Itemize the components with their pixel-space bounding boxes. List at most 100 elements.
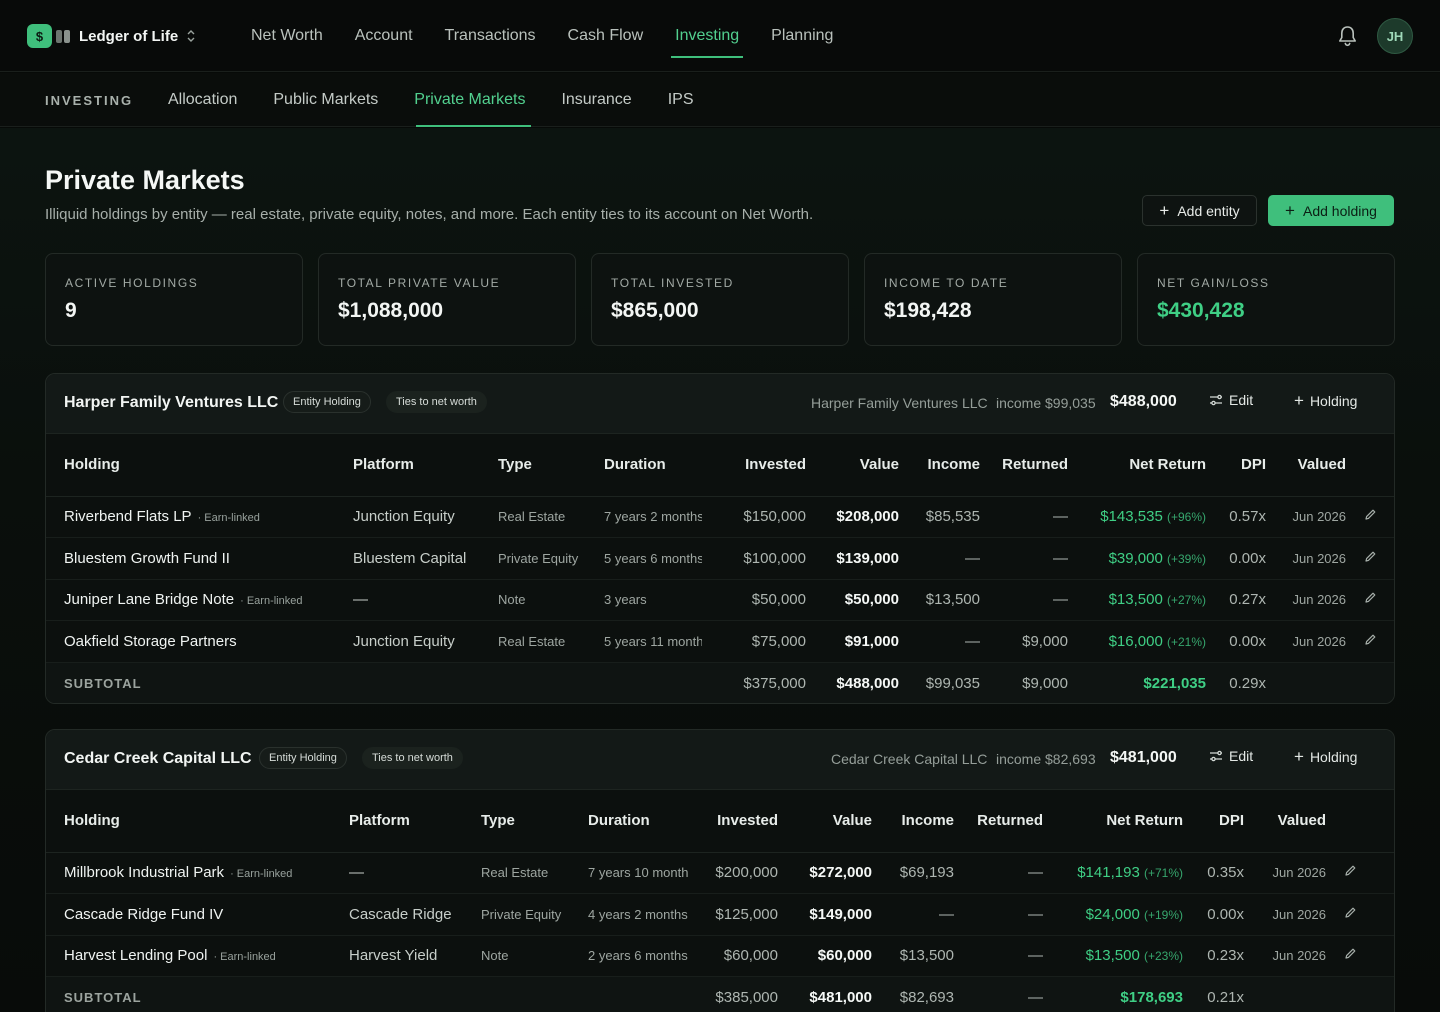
entity-holding-chip: Entity Holding [283,391,371,413]
pencil-icon[interactable] [1364,633,1377,646]
income-cell: $69,193 [872,852,954,894]
income-cell: — [899,620,980,663]
pencil-icon[interactable] [1364,508,1377,521]
holding-cell[interactable]: Riverbend Flats LP · Earn-linked [46,496,335,538]
col-value[interactable]: Value [778,790,872,853]
avatar[interactable]: JH [1377,18,1413,54]
main-nav: Net Worth Account Transactions Cash Flow… [235,0,849,72]
dpi-cell: 0.35x [1183,852,1244,894]
nav-transactions[interactable]: Transactions [444,27,536,44]
returned-cell: — [980,537,1068,580]
nav-investing[interactable]: Investing [659,0,755,72]
holding-cell[interactable]: Bluestem Growth Fund II [46,537,335,580]
holding-label: Holding [1309,748,1358,765]
holding-cell[interactable]: Harvest Lending Pool · Earn-linked [46,935,331,977]
add-holding-button[interactable]: + Add holding [1268,195,1394,226]
returned-cell: — [954,893,1043,936]
col-platform[interactable]: Platform [331,790,463,853]
col-duration[interactable]: Duration [570,790,688,853]
table-row[interactable]: Oakfield Storage Partners Junction Equit… [46,620,1394,663]
col-net-return[interactable]: Net Return [1043,790,1183,853]
logo-bar-icon [56,29,62,43]
tab-private-markets[interactable]: Private Markets [396,73,543,127]
tab-ips[interactable]: IPS [667,91,694,108]
pencil-icon[interactable] [1364,550,1377,563]
income-cell: $85,535 [899,496,980,538]
holding-cell[interactable]: Oakfield Storage Partners [46,620,335,663]
table-row[interactable]: Cascade Ridge Fund IV Cascade Ridge Priv… [46,893,1394,936]
net-return-pct: (+96%) [1166,510,1206,525]
holding-cell[interactable]: Millbrook Industrial Park · Earn-linked [46,852,331,894]
col-dpi[interactable]: DPI [1183,790,1244,853]
subtotal-label: SUBTOTAL [46,662,335,703]
dpi-cell: 0.57x [1206,496,1266,538]
col-platform[interactable]: Platform [335,434,480,497]
col-value[interactable]: Value [806,434,899,497]
holding-cell[interactable]: Juniper Lane Bridge Note · Earn-linked [46,579,335,621]
tab-public-markets[interactable]: Public Markets [273,91,379,108]
plus-icon: + [1285,201,1295,220]
pencil-icon[interactable] [1344,864,1357,877]
app-switcher[interactable]: $ Ledger of Life [27,24,196,48]
col-holding[interactable]: Holding [46,790,331,853]
edit-entity-button[interactable]: Edit [1209,748,1253,764]
empty-cell [335,662,480,703]
col-income[interactable]: Income [872,790,954,853]
col-invested[interactable]: Invested [702,434,806,497]
earn-linked-tag: · Earn-linked [240,595,303,608]
nav-account[interactable]: Account [354,27,413,44]
bell-icon[interactable] [1337,25,1358,47]
entity-holding-chip: Entity Holding [259,747,347,769]
nav-planning[interactable]: Planning [771,27,834,44]
col-valued[interactable]: Valued [1266,434,1346,497]
net-return-value: $39,000 [1108,549,1163,567]
col-type[interactable]: Type [463,790,570,853]
table-row[interactable]: Riverbend Flats LP · Earn-linked Junction… [46,496,1394,538]
holding-name: Oakfield Storage Partners [64,632,237,650]
returned-cell: $9,000 [980,620,1068,663]
add-entity-button[interactable]: + Add entity [1142,195,1257,226]
returned-cell: — [980,579,1068,621]
col-returned[interactable]: Returned [954,790,1043,853]
nav-net-worth[interactable]: Net Worth [251,27,323,44]
income-cell: — [872,893,954,936]
add-entity-label: Add entity [1177,202,1240,219]
holding-name: Bluestem Growth Fund II [64,549,230,567]
add-holding-to-entity-button[interactable]: + Holding [1294,748,1357,765]
col-returned[interactable]: Returned [980,434,1068,497]
chevron-updown-icon [187,30,195,42]
col-net-return[interactable]: Net Return [1068,434,1206,497]
col-invested[interactable]: Invested [688,790,778,853]
ties-net-worth-chip: Ties to net worth [386,391,487,413]
col-holding[interactable]: Holding [46,434,335,497]
tab-allocation[interactable]: Allocation [168,91,238,108]
col-duration[interactable]: Duration [586,434,702,497]
pencil-icon[interactable] [1364,591,1377,604]
stat-card-total-private-value: TOTAL PRIVATE VALUE $1,088,000 [318,253,576,346]
empty-cell [331,976,463,1012]
add-holding-to-entity-button[interactable]: + Holding [1294,392,1357,409]
table-row[interactable]: Harvest Lending Pool · Earn-linked Harves… [46,935,1394,977]
pencil-icon[interactable] [1344,947,1357,960]
ties-net-worth-chip: Ties to net worth [362,747,463,769]
col-income[interactable]: Income [899,434,980,497]
holding-cell[interactable]: Cascade Ridge Fund IV [46,893,331,936]
edit-cell [1326,935,1394,977]
tab-insurance[interactable]: Insurance [561,91,632,108]
entity-card: Cedar Creek Capital LLC Entity Holding T… [45,729,1395,1012]
col-valued[interactable]: Valued [1244,790,1326,853]
table-row[interactable]: Juniper Lane Bridge Note · Earn-linked — … [46,579,1394,621]
holding-name: Cascade Ridge Fund IV [64,905,224,923]
edit-entity-button[interactable]: Edit [1209,392,1253,408]
empty-cell [570,976,688,1012]
pencil-icon[interactable] [1344,906,1357,919]
logo-bar-icon [64,29,70,43]
page-title: Private Markets [45,165,245,195]
nav-cash-flow[interactable]: Cash Flow [567,27,644,44]
col-type[interactable]: Type [480,434,586,497]
table-row[interactable]: Millbrook Industrial Park · Earn-linked —… [46,852,1394,894]
duration-cell: 7 years 10 months [570,852,688,894]
net-return-pct: (+39%) [1166,551,1206,566]
table-row[interactable]: Bluestem Growth Fund II Bluestem Capital… [46,537,1394,580]
col-dpi[interactable]: DPI [1206,434,1266,497]
